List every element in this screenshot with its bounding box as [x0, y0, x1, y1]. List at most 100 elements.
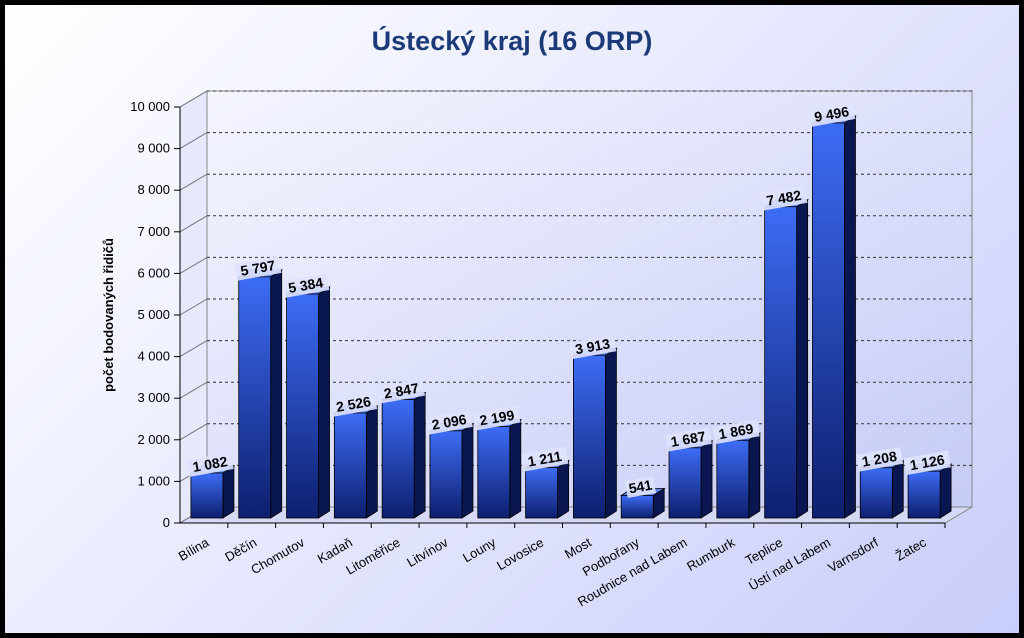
bar-side — [413, 391, 426, 519]
bar-side — [461, 423, 474, 519]
data-label: 2 526 — [335, 393, 372, 415]
bar — [764, 206, 798, 519]
bar — [620, 495, 654, 519]
side-gridline — [179, 381, 208, 399]
bar-group: 1 082 — [186, 452, 236, 519]
y-axis-ticks: 0 1 000 2 000 3 000 4 000 5 000 6 000 7 000 8 00… — [130, 99, 180, 530]
x-tick-label: Ústí nad Labem — [746, 535, 833, 594]
bar-side — [844, 115, 856, 519]
x-tick-label: Varnsdorf — [825, 534, 881, 575]
bar-group: 5 797 — [234, 256, 284, 519]
data-label: 1 208 — [861, 448, 898, 470]
data-label-group: 1 126 — [903, 450, 951, 476]
bar-side — [318, 286, 330, 519]
bar-side — [748, 432, 761, 519]
bar-group: 1 211 — [521, 446, 570, 519]
bar-group: 541 — [619, 476, 666, 519]
data-label: 1 211 — [526, 448, 563, 470]
bar-side — [509, 418, 522, 519]
data-label: 1 126 — [909, 451, 946, 473]
x-tick-label: Bílina — [176, 534, 212, 564]
data-label-bg — [473, 405, 521, 431]
bar — [333, 412, 367, 519]
bar-group: 1 208 — [855, 447, 905, 519]
bar-group: 2 199 — [473, 405, 523, 519]
x-tick-label: Rumburk — [684, 534, 738, 574]
data-label-group: 1 869 — [712, 419, 760, 445]
bar — [716, 439, 750, 519]
bar-group: 2 526 — [329, 392, 379, 519]
y-tick-label: 1 000 — [137, 473, 170, 488]
bar-side — [365, 405, 378, 519]
bar-group: 1 869 — [712, 419, 762, 519]
bar-group: 5 384 — [282, 273, 331, 519]
data-label-bg — [760, 186, 808, 211]
y-tick-label: 3 000 — [137, 390, 170, 405]
x-tick-label: Louny — [460, 534, 499, 565]
bar — [668, 447, 702, 519]
y-axis-label: počet bodovaných řidičů — [101, 238, 116, 392]
data-label: 1 869 — [717, 420, 754, 442]
side-gridline — [179, 256, 208, 274]
x-tick-label: Lovosice — [494, 535, 546, 574]
x-tick-label: Most — [562, 534, 594, 561]
data-label-bg — [808, 102, 856, 127]
bar — [286, 293, 319, 519]
x-tick-label: Chomutov — [248, 534, 307, 577]
data-label: 5 797 — [239, 257, 276, 279]
bar — [859, 467, 893, 519]
bar-group: 9 496 — [808, 102, 857, 519]
side-gridline — [179, 298, 208, 316]
bar-group: 1 126 — [903, 450, 953, 519]
x-tick-label: Žatec — [893, 534, 929, 563]
data-label-bg — [521, 446, 569, 472]
data-label-bg — [903, 450, 951, 476]
data-label-group: 1 082 — [186, 452, 234, 477]
bars: 1 082 5 797 5 384 2 526 2 847 2 096 2 199 1 211… — [186, 102, 953, 519]
data-label-bg — [234, 256, 282, 281]
y-tick-label: 9 000 — [137, 141, 170, 156]
y-tick-label: 5 000 — [137, 307, 170, 322]
data-label-group: 2 199 — [473, 405, 521, 431]
bar-side — [270, 269, 283, 519]
data-label-group: 541 — [624, 476, 656, 498]
chart-title: Ústecký kraj (16 ORP) — [372, 25, 653, 56]
data-label-bg — [855, 447, 904, 472]
y-tick-label: 0 — [163, 515, 170, 530]
x-tick-label: Litoměřice — [343, 535, 402, 578]
data-label-bg — [664, 427, 712, 452]
data-label: 5 384 — [287, 274, 324, 296]
data-label-bg — [425, 410, 473, 435]
data-label-bg — [568, 334, 617, 360]
bar-group: 1 687 — [664, 427, 714, 519]
bar-side — [700, 440, 713, 519]
side-gridline — [179, 215, 208, 233]
bar-side — [605, 347, 617, 519]
bar-side — [222, 465, 235, 519]
bar-side — [557, 459, 569, 519]
bar — [190, 472, 224, 519]
data-label: 2 096 — [430, 411, 467, 433]
bar-side — [891, 460, 904, 519]
bar — [573, 354, 606, 519]
bar — [525, 467, 558, 519]
y-tick-label: 8 000 — [137, 182, 170, 197]
y-tick-label: 4 000 — [137, 349, 170, 364]
data-label-group: 5 797 — [234, 256, 282, 281]
bar-group: 7 482 — [760, 186, 810, 519]
y-tick-label: 2 000 — [137, 432, 170, 447]
data-label: 1 082 — [191, 453, 228, 475]
data-label: 9 496 — [813, 103, 850, 125]
data-label: 541 — [627, 477, 653, 497]
data-label-group: 2 526 — [329, 392, 378, 417]
data-label-group: 3 913 — [568, 334, 617, 360]
bar-side — [939, 463, 952, 519]
bar — [477, 426, 511, 519]
data-label: 3 913 — [574, 335, 611, 357]
data-label: 1 687 — [670, 428, 707, 450]
side-gridline — [179, 132, 208, 150]
data-label-group: 2 096 — [425, 410, 473, 435]
y-tick-label: 10 000 — [130, 99, 170, 114]
